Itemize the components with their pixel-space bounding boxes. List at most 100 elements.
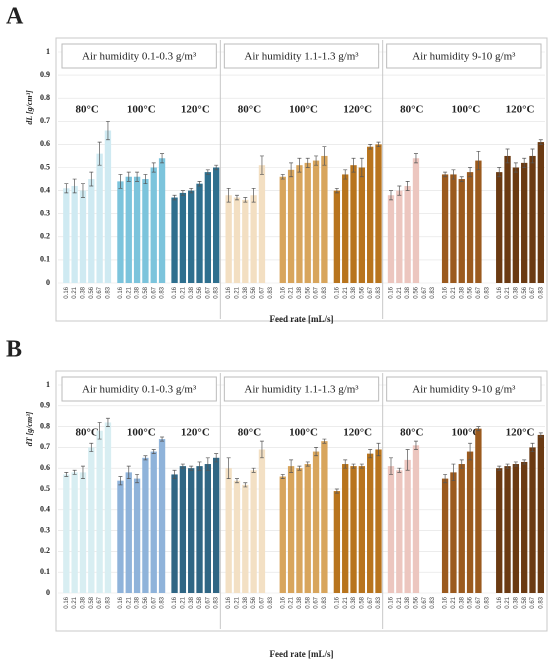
error-bar bbox=[451, 463, 456, 482]
x-tick-label: 0.83 bbox=[268, 286, 274, 298]
x-tick-label: 0.67 bbox=[97, 596, 103, 608]
bar bbox=[504, 155, 511, 283]
x-tick-label: 0.83 bbox=[214, 596, 220, 608]
error-bar bbox=[388, 190, 393, 201]
panel-title: Air humidity 0.1-0.3 g/m³ bbox=[82, 51, 197, 63]
x-tick-label: 0.38 bbox=[513, 596, 519, 608]
bar bbox=[396, 190, 403, 283]
y-tick-label: 0.1 bbox=[40, 567, 50, 576]
x-tick-label: 0.16 bbox=[64, 596, 70, 608]
bar bbox=[404, 459, 411, 593]
temperature-label: 120°C bbox=[343, 427, 372, 439]
x-tick-label: 0.67 bbox=[314, 596, 320, 608]
temperature-label: 80°C bbox=[238, 427, 261, 439]
x-axis-label: Feed rate [mL/s] bbox=[270, 314, 334, 324]
x-tick-label: 0.67 bbox=[530, 596, 536, 608]
y-tick-label: 0.6 bbox=[40, 463, 50, 472]
bar bbox=[233, 197, 241, 283]
panel-title: Air humidity 0.1-0.3 g/m³ bbox=[82, 384, 197, 396]
x-tick-label: 0.83 bbox=[214, 286, 220, 298]
bar bbox=[304, 464, 311, 593]
bar bbox=[475, 428, 482, 593]
y-tick-label: 0.3 bbox=[40, 209, 50, 218]
error-bar bbox=[297, 157, 302, 173]
y-tick-label: 0.2 bbox=[40, 232, 50, 241]
error-bar bbox=[118, 476, 123, 486]
bar bbox=[213, 167, 220, 283]
panel-title-box bbox=[386, 43, 542, 69]
bar bbox=[196, 466, 203, 593]
error-bar bbox=[105, 120, 110, 141]
error-bar bbox=[72, 178, 77, 194]
error-bar bbox=[251, 467, 256, 473]
x-tick-label: 0.83 bbox=[538, 596, 544, 608]
panel-frame bbox=[55, 370, 548, 632]
x-tick-label: 0.16 bbox=[389, 596, 395, 608]
x-tick-label: 0.16 bbox=[118, 596, 124, 608]
bar bbox=[133, 176, 141, 283]
bar bbox=[125, 176, 132, 283]
bar bbox=[475, 160, 482, 283]
bar bbox=[529, 155, 536, 283]
error-bar bbox=[413, 153, 418, 164]
x-tick-label: 0.56 bbox=[414, 286, 420, 298]
error-bar bbox=[376, 141, 381, 148]
error-bar bbox=[280, 474, 285, 479]
x-tick-label: 0.56 bbox=[197, 286, 203, 298]
error-bar bbox=[143, 455, 148, 461]
error-bar bbox=[143, 174, 148, 185]
error-bar bbox=[97, 422, 102, 440]
bar bbox=[96, 153, 103, 283]
x-tick-label: 0.83 bbox=[484, 286, 490, 298]
y-tick-label: 0.8 bbox=[40, 93, 50, 102]
error-bar bbox=[405, 181, 410, 191]
temperature-label: 80°C bbox=[400, 427, 423, 439]
x-tick-label: 0.67 bbox=[314, 286, 320, 298]
bar bbox=[158, 158, 166, 283]
error-bar bbox=[368, 144, 373, 150]
x-tick-label: 0.67 bbox=[260, 596, 266, 608]
x-tick-label: 0.21 bbox=[126, 286, 132, 298]
error-bar bbox=[226, 187, 231, 203]
panel-title: Air humidity 1.1-1.3 g/m³ bbox=[244, 384, 359, 396]
bar bbox=[458, 464, 465, 593]
panel-label: B bbox=[6, 337, 22, 363]
y-tick-label: 1 bbox=[46, 47, 50, 56]
bar bbox=[179, 192, 187, 283]
x-tick-label: 0.16 bbox=[172, 596, 178, 608]
error-bar bbox=[160, 153, 165, 164]
x-tick-label: 0.38 bbox=[135, 596, 141, 608]
error-bar bbox=[160, 436, 165, 442]
bar bbox=[333, 190, 341, 283]
x-tick-label: 0.21 bbox=[180, 286, 186, 298]
error-bar bbox=[513, 461, 518, 467]
bar bbox=[225, 468, 232, 593]
bar bbox=[342, 174, 349, 283]
bar bbox=[79, 472, 87, 593]
error-bar bbox=[522, 157, 527, 168]
bar bbox=[287, 466, 295, 593]
error-bar bbox=[180, 190, 185, 196]
error-bar bbox=[214, 453, 219, 463]
x-tick-label: 0.16 bbox=[389, 286, 395, 298]
x-tick-label: 0.38 bbox=[297, 286, 303, 298]
bar bbox=[117, 181, 124, 283]
bar bbox=[342, 464, 349, 593]
error-bar bbox=[322, 146, 327, 166]
x-tick-label: 0.16 bbox=[226, 596, 232, 608]
x-tick-label: 0.16 bbox=[172, 286, 178, 298]
error-bar bbox=[305, 157, 310, 168]
bar bbox=[196, 183, 203, 283]
error-bar bbox=[505, 463, 510, 469]
error-bar bbox=[476, 426, 481, 432]
bar bbox=[150, 167, 157, 283]
error-bar bbox=[72, 469, 77, 475]
x-tick-label: 0.16 bbox=[334, 596, 340, 608]
x-tick-label: 0.38 bbox=[81, 596, 87, 608]
y-tick-label: 0.1 bbox=[40, 255, 50, 264]
error-bar bbox=[189, 187, 194, 194]
bar bbox=[88, 447, 95, 593]
x-tick-label: 0.16 bbox=[64, 286, 70, 298]
temperature-label: 100°C bbox=[451, 427, 480, 439]
error-bar bbox=[376, 442, 381, 457]
